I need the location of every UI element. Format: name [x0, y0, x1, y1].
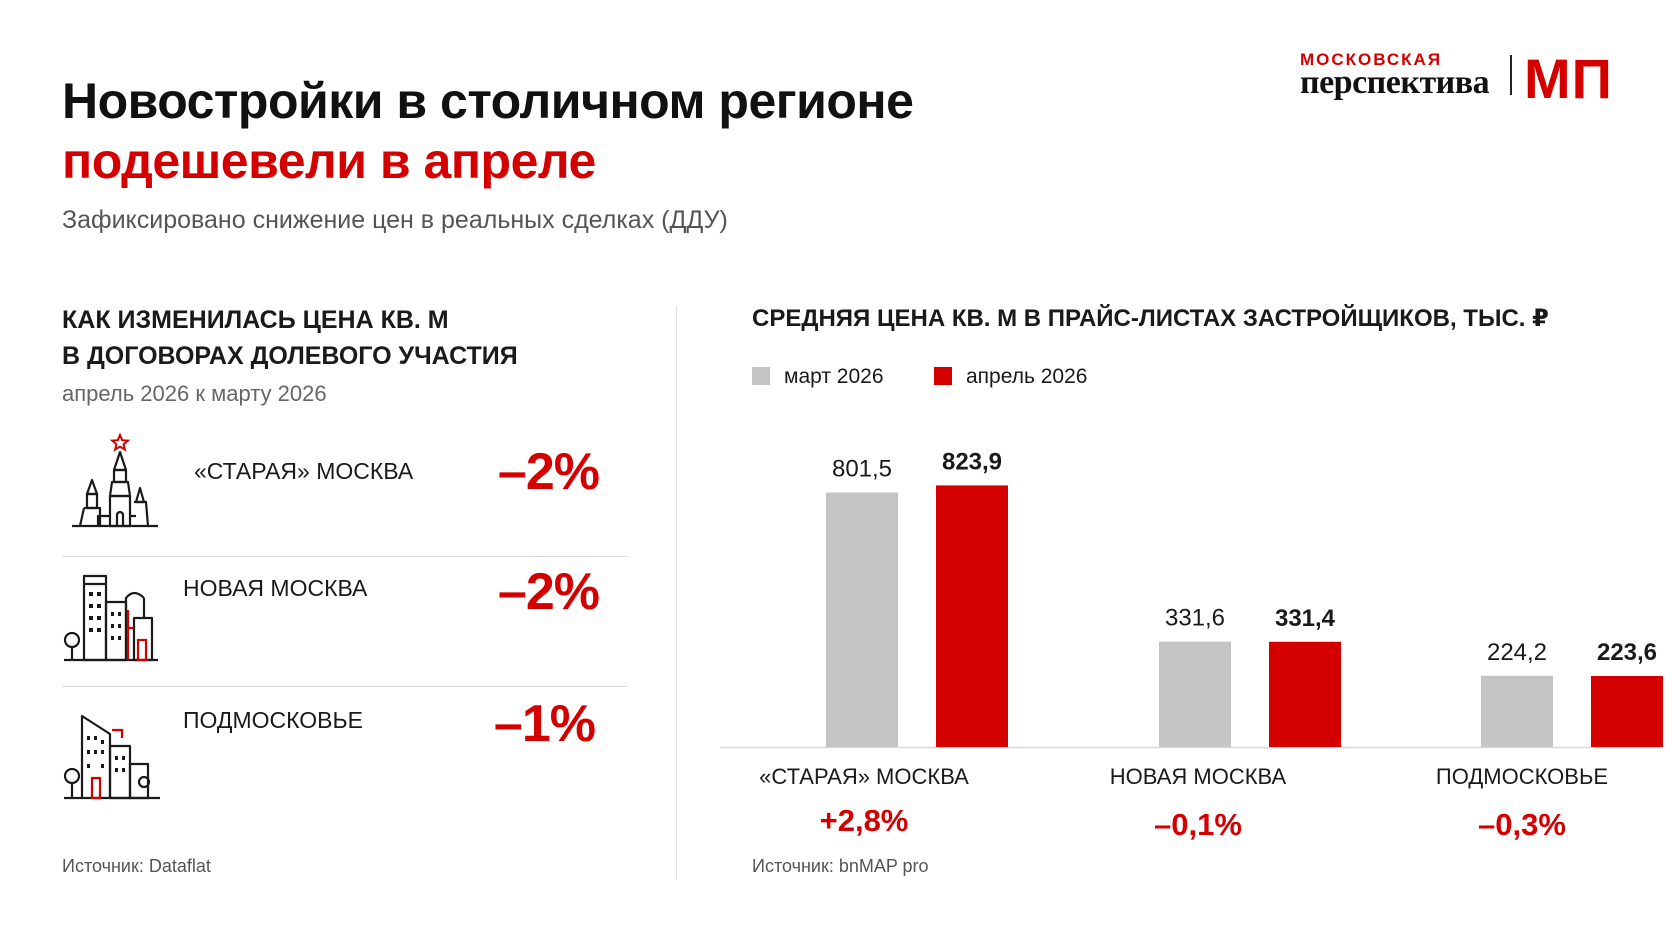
data-label-march-new-moscow: 331,6	[1165, 605, 1225, 632]
page-title-line1: Новостройки в столичном регионе	[62, 73, 914, 129]
bar-april-region	[1591, 676, 1663, 747]
change-row-new-moscow: НОВАЯ МОСКВА –2%	[62, 558, 627, 682]
data-label-april-new-moscow: 331,4	[1275, 605, 1336, 632]
logo-separator	[1510, 55, 1512, 95]
legend-label-march: март 2026	[784, 365, 884, 388]
row-divider	[62, 556, 627, 557]
page-subtitle: Зафиксировано снижение цен в реальных сд…	[62, 206, 728, 234]
row-value-region: –1%	[493, 695, 596, 753]
category-label-new-moscow: НОВАЯ МОСКВА	[1109, 764, 1287, 789]
logo-bottom-text: перспектива	[1300, 64, 1490, 101]
row-value-new-moscow: –2%	[497, 563, 600, 621]
legend-swatch-april	[934, 367, 952, 385]
row-label-new-moscow: НОВАЯ МОСКВА	[183, 575, 368, 601]
row-label-region: ПОДМОСКОВЬЕ	[183, 707, 363, 733]
left-heading-line2: В ДОГОВОРАХ ДОЛЕВОГО УЧАСТИЯ	[62, 342, 518, 370]
row-divider	[62, 686, 627, 687]
legend-label-april: апрель 2026	[966, 365, 1088, 388]
suburb-buildings-icon	[63, 714, 160, 800]
category-label-region: ПОДМОСКОВЬЕ	[1435, 764, 1609, 789]
row-label-old-moscow: «СТАРАЯ» МОСКВА	[194, 458, 414, 484]
left-source: Источник: Dataflat	[62, 856, 211, 876]
data-label-march-region: 224,2	[1487, 639, 1547, 666]
data-label-april-old-moscow: 823,9	[942, 448, 1002, 475]
logo-mark: МП	[1524, 47, 1613, 110]
left-panel-heading: КАК ИЗМЕНИЛАСЬ ЦЕНА КВ. М В ДОГОВОРАХ ДО…	[62, 302, 518, 374]
category-change-region: –0,3%	[1478, 807, 1566, 842]
category-label-old-moscow: «СТАРАЯ» МОСКВА	[759, 764, 969, 789]
city-buildings-icon	[63, 574, 158, 662]
bar-march-old-moscow	[826, 492, 898, 747]
row-value-old-moscow: –2%	[497, 443, 600, 501]
data-label-march-old-moscow: 801,5	[832, 456, 892, 483]
category-change-new-moscow: –0,1%	[1154, 807, 1242, 842]
bar-april-old-moscow	[936, 485, 1008, 747]
category-change-old-moscow: +2,8%	[819, 803, 909, 838]
left-panel-period: апрель 2026 к марту 2026	[62, 381, 327, 406]
legend-swatch-march	[752, 367, 770, 385]
chart-title: СРЕДНЯЯ ЦЕНА КВ. М В ПРАЙС-ЛИСТАХ ЗАСТРО…	[752, 305, 1549, 332]
right-source: Источник: bnMAP pro	[752, 856, 929, 876]
change-row-old-moscow: «СТАРАЯ» МОСКВА –2%	[62, 432, 627, 558]
bar-march-region	[1481, 675, 1553, 747]
bar-march-new-moscow	[1159, 641, 1231, 747]
data-label-april-region: 223,6	[1597, 639, 1657, 666]
bar-april-new-moscow	[1269, 641, 1341, 747]
page-title-line2: подешевели в апреле	[62, 133, 596, 189]
change-row-region: ПОДМОСКОВЬЕ –1%	[62, 690, 627, 814]
logo-top-text: МОСКОВСКАЯ	[1300, 50, 1443, 69]
panel-divider	[676, 306, 677, 880]
kremlin-tower-icon	[72, 432, 158, 528]
left-heading-line1: КАК ИЗМЕНИЛАСЬ ЦЕНА КВ. М	[62, 306, 449, 334]
